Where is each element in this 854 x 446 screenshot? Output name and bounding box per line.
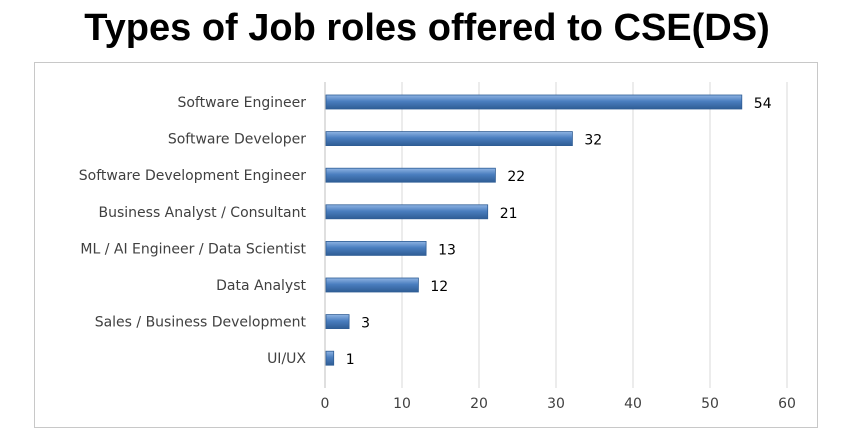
- chart-title: Types of Job roles offered to CSE(DS): [84, 7, 770, 49]
- category-label: Software Development Engineer: [79, 168, 306, 184]
- category-label: Sales / Business Development: [95, 315, 307, 331]
- value-label: 22: [507, 169, 525, 185]
- x-tick-labels: 0 10 20 30 40 50 60: [321, 396, 796, 412]
- category-label: Software Engineer: [177, 95, 306, 111]
- value-label: 3: [361, 316, 370, 332]
- value-label: 1: [346, 352, 355, 368]
- value-label: 12: [430, 279, 448, 295]
- bar: [325, 167, 496, 183]
- category-label: Software Developer: [168, 132, 306, 148]
- value-label: 32: [584, 133, 602, 149]
- category-label: ML / AI Engineer / Data Scientist: [80, 241, 306, 257]
- bar: [325, 94, 743, 110]
- x-tick-label: 20: [470, 396, 488, 412]
- category-labels: Software Engineer Software Developer Softw…: [79, 95, 307, 367]
- bar: [325, 314, 350, 330]
- bar: [325, 277, 419, 293]
- gridlines: [324, 82, 788, 388]
- category-label: Business Analyst / Consultant: [99, 205, 307, 221]
- value-label: 13: [438, 242, 456, 258]
- category-label: Data Analyst: [216, 278, 306, 294]
- x-tick-label: 10: [393, 396, 411, 412]
- x-tick-label: 60: [778, 396, 796, 412]
- value-labels: 54 32 22 21 13 12 3 1: [346, 96, 772, 368]
- x-tick-label: 0: [321, 396, 330, 412]
- x-tick-label: 50: [701, 396, 719, 412]
- value-label: 54: [754, 96, 772, 112]
- value-label: 21: [500, 206, 518, 222]
- bar: [325, 240, 427, 256]
- bar: [325, 131, 573, 147]
- bar: [325, 350, 335, 366]
- bars: [325, 94, 743, 366]
- x-tick-label: 30: [547, 396, 565, 412]
- category-label: UI/UX: [267, 351, 306, 367]
- bar: [325, 204, 489, 220]
- x-tick-label: 40: [624, 396, 642, 412]
